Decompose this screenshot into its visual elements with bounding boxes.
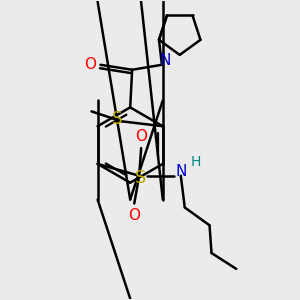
Text: S: S — [134, 169, 146, 187]
Text: N: N — [175, 164, 187, 179]
Text: O: O — [128, 208, 140, 223]
Text: O: O — [85, 57, 97, 72]
Text: H: H — [190, 155, 201, 169]
Text: S: S — [112, 110, 122, 128]
Text: N: N — [159, 53, 170, 68]
Text: O: O — [135, 129, 147, 144]
